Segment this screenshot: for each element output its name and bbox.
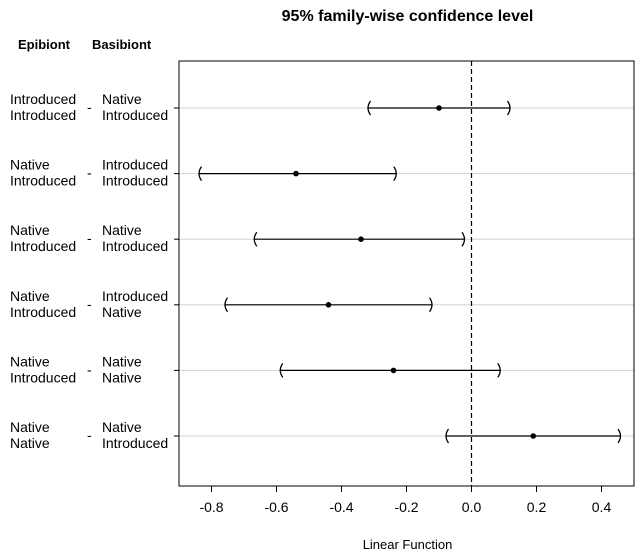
ci-lower-bracket [367, 100, 372, 116]
ci-upper-bracket [393, 166, 397, 181]
pair-separator: - [87, 361, 92, 377]
intervals [198, 100, 622, 444]
epibiont-label: Native [10, 288, 50, 304]
pair-separator: - [87, 99, 92, 115]
basibiont-label: Introduced [102, 107, 168, 123]
ci-estimate-point [390, 367, 397, 374]
x-axis-label: Linear Function [362, 537, 453, 552]
epibiont-label: Native [10, 435, 50, 451]
basibiont-label: Introduced [102, 157, 168, 173]
pair-separator: - [87, 230, 92, 246]
basibiont-label: Native [102, 369, 142, 385]
basibiont-label: Native [102, 222, 142, 238]
epibiont-label: Introduced [10, 107, 76, 123]
epibiont-label: Native [10, 353, 50, 369]
basibiont-label: Native [102, 419, 142, 435]
ci-lower-bracket [224, 297, 229, 313]
basibiont-label: Introduced [102, 173, 168, 189]
ci-estimate-point [436, 105, 442, 111]
epibiont-label: Introduced [10, 238, 76, 254]
ci-upper-bracket [506, 100, 511, 116]
x-tick-label: 0.0 [462, 499, 482, 515]
basibiont-label: Introduced [102, 435, 168, 451]
ci-estimate-point [325, 302, 332, 308]
gridlines [179, 107, 634, 437]
x-tick-label: -0.8 [199, 499, 223, 515]
ci-estimate-point [293, 170, 299, 177]
epibiont-label: Introduced [10, 173, 76, 189]
epibiont-label: Native [10, 222, 50, 238]
basibiont-label: Native [102, 353, 142, 369]
x-tick-label: -0.6 [264, 499, 288, 515]
x-tick-label: -0.2 [394, 499, 418, 515]
ci-estimate-point [358, 236, 364, 242]
x-tick-label: 0.2 [527, 499, 547, 515]
epibiont-label: Introduced [10, 91, 76, 107]
epibiont-label: Introduced [10, 304, 76, 320]
x-tick-label: 0.4 [592, 499, 612, 515]
ci-upper-bracket [617, 428, 622, 444]
ci-estimate-point [530, 433, 537, 439]
basibiont-label: Introduced [102, 238, 168, 254]
ci-upper-bracket [461, 231, 466, 247]
ci-lower-bracket [198, 166, 203, 181]
ci-lower-bracket [279, 363, 284, 378]
pair-separator: - [87, 427, 92, 443]
ci-upper-bracket [428, 297, 433, 313]
chart-title: 95% family-wise confidence level [281, 8, 534, 25]
pair-separator: - [87, 296, 92, 312]
basibiont-label: Introduced [102, 288, 168, 304]
column-header-epibiont: Epibiont [18, 37, 70, 52]
epibiont-label: Introduced [10, 369, 76, 385]
x-tick-label: -0.4 [329, 499, 353, 515]
plot-frame [178, 60, 635, 487]
epibiont-label: Native [10, 157, 50, 173]
ci-lower-bracket [445, 428, 450, 444]
column-header-basibiont: Basibiont [92, 37, 152, 52]
epibiont-label: Native [10, 419, 50, 435]
ci-lower-bracket [253, 231, 258, 247]
ci-upper-bracket [497, 363, 501, 378]
basibiont-label: Native [102, 91, 142, 107]
x-axis: -0.8 -0.6 -0.4 -0.2 0.0 0.2 0.4 [174, 107, 612, 515]
basibiont-label: Native [102, 304, 142, 320]
pair-separator: - [87, 165, 92, 181]
